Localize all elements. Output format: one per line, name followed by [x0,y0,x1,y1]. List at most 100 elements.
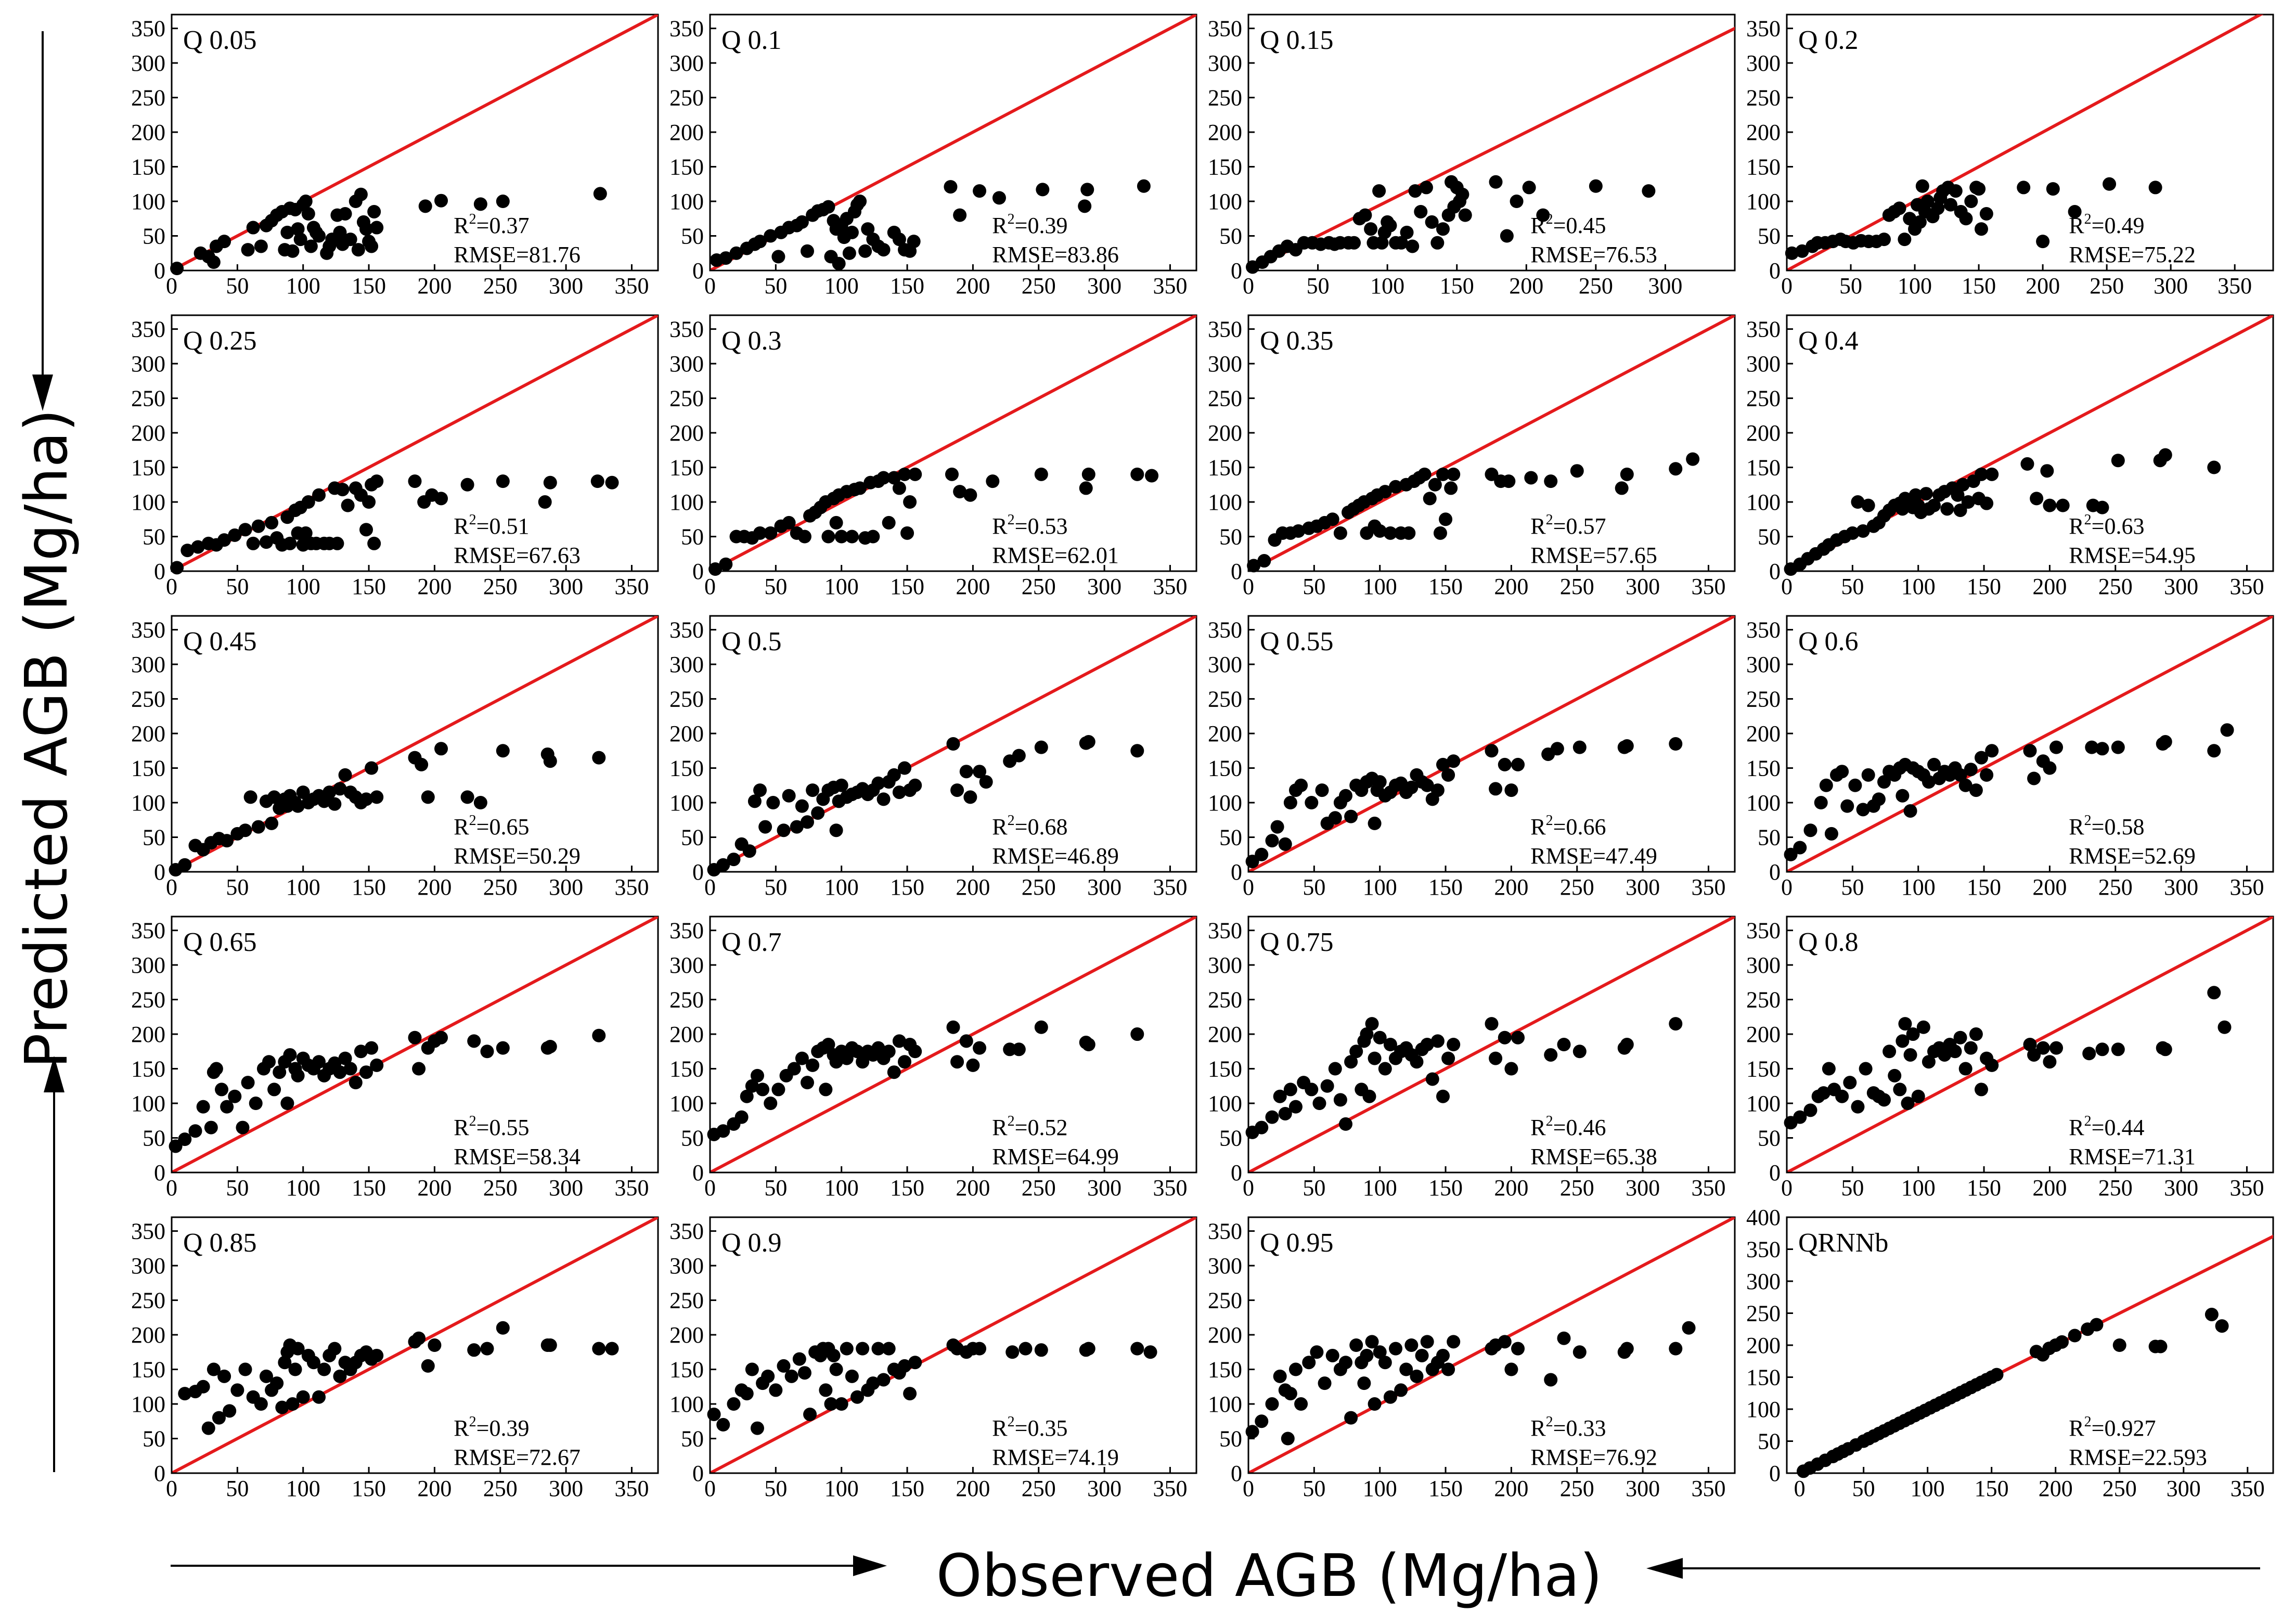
data-point [1669,1342,1683,1356]
data-point [1270,820,1284,834]
data-point [764,229,778,243]
x-tick-label: 100 [1901,1175,1936,1201]
rmse-annotation: RMSE=75.22 [2069,242,2196,267]
r2-annotation: R2=0.68 [992,813,1067,840]
data-point [1436,467,1450,481]
data-point [217,235,231,249]
y-tick-label: 250 [131,1288,165,1313]
data-point [415,757,429,771]
data-point [288,1362,302,1376]
data-point [217,1369,231,1383]
y-tick-label: 0 [1231,559,1242,584]
y-tick-label: 0 [154,559,165,584]
data-point [1447,467,1461,481]
x-tick-label: 250 [1560,574,1594,599]
y-tick-label: 0 [154,859,165,885]
data-point [787,1062,801,1076]
data-point [228,1089,242,1103]
data-point [365,239,379,253]
data-point [2027,1048,2041,1062]
x-tick-label: 150 [890,574,924,599]
data-point [742,844,756,858]
scatter-panel: 0 50 100 150 200 250 300 3500501001502002503003… [131,916,659,1201]
y-tick-label: 50 [1219,524,1242,550]
data-point [1368,1397,1382,1411]
data-point [543,754,557,768]
data-point [861,222,875,236]
y-tick-label: 100 [669,189,704,214]
x-tick-label: 250 [483,574,518,599]
data-point [750,1068,764,1082]
data-point [1669,737,1683,751]
x-tick-label: 200 [956,273,990,299]
data-point [230,1383,244,1397]
y-tick-label: 200 [669,120,704,145]
data-point [753,526,767,540]
x-tick-label: 250 [1022,574,1056,599]
x-tick-label: 250 [1022,874,1056,900]
data-point [1909,488,1923,502]
data-point [1328,1062,1342,1076]
panel-title: Q 0.55 [1260,627,1334,656]
x-tick-label: 350 [1691,1175,1725,1201]
data-point [753,235,767,249]
data-point [734,1110,749,1124]
data-point [840,1051,854,1065]
rmse-annotation: RMSE=57.65 [1530,543,1657,568]
scatter-panel: 0 50 100 150 200 250 300 3500501001502002503003… [1746,615,2274,900]
x-tick-label: 0 [166,1175,177,1201]
y-tick-label: 150 [1746,756,1781,781]
data-point [1511,757,1525,771]
y-tick-label: 350 [1746,918,1781,944]
data-point [908,467,922,481]
y-tick-label: 150 [1208,154,1242,180]
y-tick-label: 350 [131,1219,165,1244]
data-point [1949,184,1963,198]
data-point [1394,1383,1408,1397]
y-tick-label: 0 [692,859,704,885]
data-point [1265,834,1279,848]
x-tick-label: 50 [1852,1476,1875,1501]
x-axis-label-group: Observed AGB (Mg/ha) [171,1542,2260,1610]
data-point [766,796,780,810]
data-point [761,1369,775,1383]
y-tick-label: 50 [1758,524,1781,550]
x-tick-label: 150 [1428,574,1463,599]
y-tick-label: 0 [692,258,704,283]
y-tick-label: 150 [131,154,165,180]
data-point [1959,212,1973,226]
data-point [829,1362,843,1376]
x-tick-label: 200 [2032,574,2067,599]
y-tick-label: 50 [681,1126,704,1151]
data-point [1430,236,1445,250]
data-point [2148,181,2162,195]
data-point [246,221,260,235]
data-point [1943,198,1957,212]
data-point [1368,816,1382,830]
data-point [1969,1027,1983,1041]
y-tick-label: 150 [1208,455,1242,481]
y-tick-label: 100 [669,1391,704,1417]
data-point [707,1407,721,1421]
data-point [1373,1030,1387,1045]
rmse-annotation: RMSE=65.38 [1530,1144,1657,1169]
y-tick-label: 100 [1208,1091,1242,1116]
data-point [892,481,906,495]
x-tick-label: 150 [1975,1476,2009,1501]
rmse-annotation: RMSE=50.29 [454,843,581,869]
data-point [1979,207,1993,221]
scatter-panel: 0 50 100 150 200 250 300 3500501001502002503003… [1746,916,2274,1201]
y-tick-label: 350 [131,918,165,944]
x-tick-label: 100 [286,1175,320,1201]
data-point [1034,1020,1048,1034]
data-point [834,530,848,544]
y-tick-label: 300 [669,952,704,978]
identity-line [1787,917,2273,1172]
data-point [727,1397,741,1411]
data-point [1557,1038,1571,1051]
panel-title: Q 0.85 [183,1228,257,1258]
data-point [1893,1082,1907,1097]
y-arrow-bottom-head [44,1056,65,1092]
x-tick-label: 300 [1087,1175,1121,1201]
data-point [590,474,604,488]
